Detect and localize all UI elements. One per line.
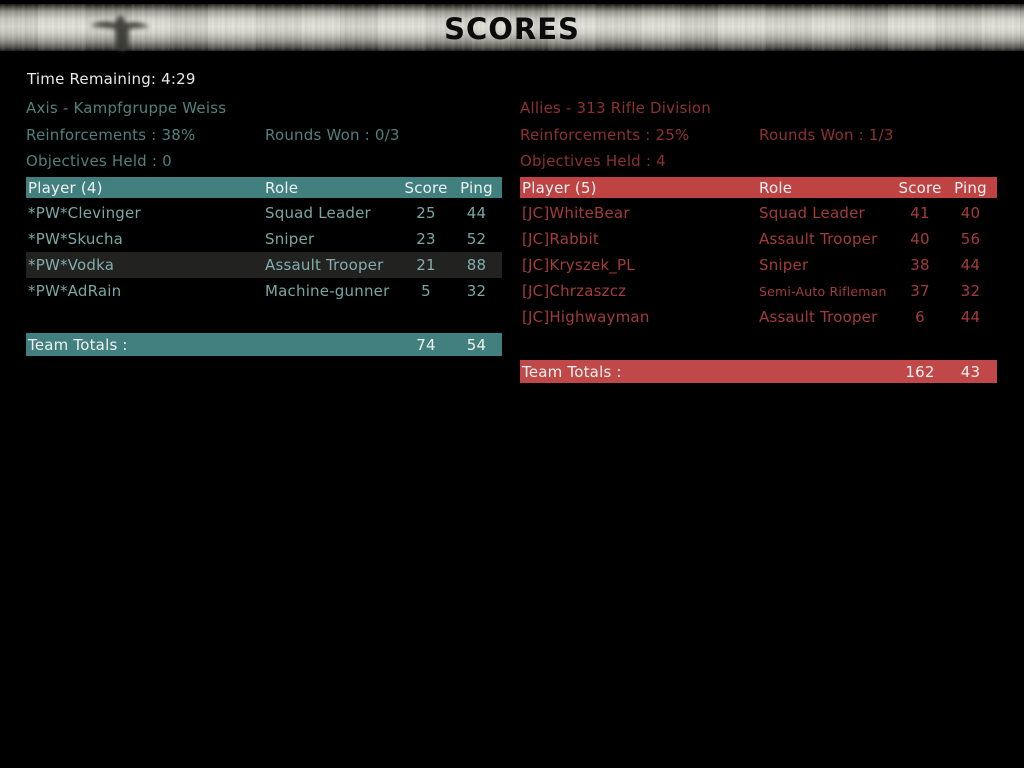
player-score: 41 [910,204,930,222]
player-name: [JC]Chrzaszcz [522,282,627,300]
team-totals-label: Team Totals : [522,362,622,381]
player-role: Sniper [759,256,809,274]
player-role: Sniper [265,230,315,248]
allies-objectives-held: Objectives Held : 4 [520,152,666,170]
eagle-emblem-icon [90,15,150,51]
axis-info-line: Reinforcements : 38% Rounds Won : 0/3 [26,126,502,144]
allies-rounds-won: Rounds Won : 1/3 [759,126,894,144]
allies-info-line: Reinforcements : 25% Rounds Won : 1/3 [520,126,997,144]
axis-team-name: Axis - Kampfgruppe Weiss [26,99,227,117]
axis-team-totals: Team Totals : 74 54 [26,333,502,356]
allies-team-name: Allies - 313 Rifle Division [520,99,712,117]
axis-player-rows: *PW*Clevinger Squad Leader 25 44 *PW*Sku… [26,200,502,304]
team-totals-ping: 54 [466,335,487,354]
table-row: [JC]Kryszek_PL Sniper 38 44 [520,252,997,278]
column-header-ping: Ping [954,178,987,197]
player-score: 40 [910,230,930,248]
table-row: *PW*AdRain Machine-gunner 5 32 [26,278,502,304]
player-score: 37 [910,282,930,300]
player-score: 21 [416,256,436,274]
player-ping: 56 [960,230,981,248]
player-name: *PW*Vodka [28,256,115,274]
player-name: *PW*Skucha [28,230,124,248]
scores-title-bar: SCORES [0,4,1024,51]
axis-rounds-won: Rounds Won : 0/3 [265,126,400,144]
table-row: [JC]Chrzaszcz Semi-Auto Rifleman 37 32 [520,278,997,304]
player-role: Assault Trooper [759,308,878,326]
table-row-highlighted: *PW*Vodka Assault Trooper 21 88 [26,252,502,278]
player-score: 25 [416,204,436,222]
allies-reinforcements: Reinforcements : 25% [520,126,690,144]
allies-player-rows: [JC]WhiteBear Squad Leader 41 40 [JC]Rab… [520,200,997,330]
player-score: 5 [421,282,431,300]
page-title: SCORES [444,12,580,46]
axis-reinforcements: Reinforcements : 38% [26,126,196,144]
team-totals-score: 74 [416,335,436,354]
player-ping: 44 [466,204,487,222]
table-row: [JC]Highwayman Assault Trooper 6 44 [520,304,997,330]
player-name: *PW*AdRain [28,282,122,300]
player-ping: 88 [466,256,487,274]
team-totals-score: 162 [905,362,935,381]
player-ping: 44 [960,256,981,274]
player-name: [JC]WhiteBear [522,204,630,222]
player-ping: 32 [466,282,487,300]
table-row: [JC]Rabbit Assault Trooper 40 56 [520,226,997,252]
column-header-role: Role [265,178,299,197]
player-name: *PW*Clevinger [28,204,141,222]
player-role: Squad Leader [265,204,371,222]
column-header-ping: Ping [460,178,493,197]
axis-objectives-held: Objectives Held : 0 [26,152,172,170]
player-score: 38 [910,256,930,274]
player-ping: 44 [960,308,981,326]
player-name: [JC]Rabbit [522,230,599,248]
player-ping: 32 [960,282,981,300]
allies-table-header: Player (5) Role Score Ping [520,177,997,198]
player-score: 6 [915,308,925,326]
allies-team-totals: Team Totals : 162 43 [520,360,997,383]
column-header-score: Score [898,178,942,197]
player-ping: 52 [466,230,487,248]
player-ping: 40 [960,204,981,222]
column-header-role: Role [759,178,793,197]
player-name: [JC]Highwayman [522,308,650,326]
table-row: [JC]WhiteBear Squad Leader 41 40 [520,200,997,226]
player-role: Machine-gunner [265,282,390,300]
player-score: 23 [416,230,436,248]
column-header-player: Player (4) [28,178,103,197]
player-role: Squad Leader [759,204,865,222]
player-name: [JC]Kryszek_PL [522,256,635,274]
player-role: Semi-Auto Rifleman [759,283,887,299]
axis-table-header: Player (4) Role Score Ping [26,177,502,198]
table-row: *PW*Clevinger Squad Leader 25 44 [26,200,502,226]
time-remaining: Time Remaining: 4:29 [27,70,196,88]
column-header-player: Player (5) [522,178,597,197]
team-totals-ping: 43 [960,362,981,381]
player-role: Assault Trooper [265,256,384,274]
table-row: *PW*Skucha Sniper 23 52 [26,226,502,252]
team-totals-label: Team Totals : [28,335,128,354]
player-role: Assault Trooper [759,230,878,248]
column-header-score: Score [404,178,448,197]
